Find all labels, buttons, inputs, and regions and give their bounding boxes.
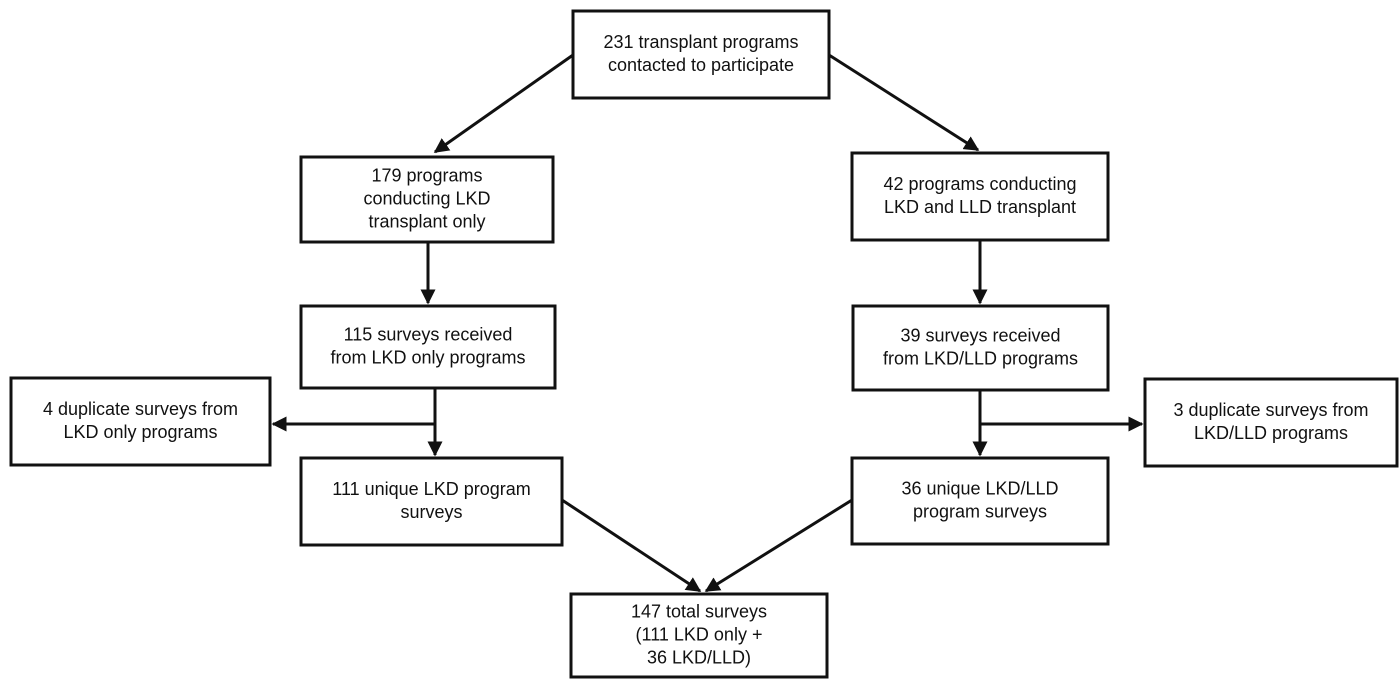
box xyxy=(299,155,555,244)
box xyxy=(1143,377,1399,468)
box xyxy=(850,456,1110,546)
box-label: from LKD only programs xyxy=(330,347,525,367)
box-label: program surveys xyxy=(913,501,1047,521)
arrow xyxy=(704,498,853,593)
box-label: 36 LKD/LLD) xyxy=(647,647,751,667)
box-label: transplant only xyxy=(368,211,485,231)
box xyxy=(569,592,829,679)
box-label: 147 total surveys xyxy=(631,601,767,621)
box-label: 231 transplant programs xyxy=(603,32,798,52)
arrow xyxy=(828,53,980,152)
box-label: LKD and LLD transplant xyxy=(884,197,1076,217)
box xyxy=(299,304,557,390)
box xyxy=(851,304,1110,392)
box-label: 3 duplicate surveys from xyxy=(1173,400,1368,420)
arrows xyxy=(271,53,1144,593)
box-label: LKD/LLD programs xyxy=(1194,423,1348,443)
boxes: 231 transplant programs contacted to part… xyxy=(9,9,1399,679)
box-label: (111 LKD only + xyxy=(636,624,763,644)
box-label: 36 unique LKD/LLD xyxy=(901,478,1058,498)
box xyxy=(9,376,272,467)
box-label: 179 programs xyxy=(371,165,482,185)
box-label: 115 surveys received xyxy=(344,324,513,344)
box-label: 4 duplicate surveys from xyxy=(43,399,238,419)
box-label: 42 programs conducting xyxy=(883,174,1076,194)
box-label: contacted to participate xyxy=(608,55,794,75)
box xyxy=(571,9,831,100)
box-label: conducting LKD xyxy=(363,188,490,208)
box-label: LKD only programs xyxy=(63,422,217,442)
box xyxy=(850,151,1110,242)
arrow xyxy=(561,498,702,593)
box-label: 111 unique LKD program xyxy=(332,479,530,499)
box xyxy=(299,456,564,547)
box-label: surveys xyxy=(400,502,462,522)
arrow xyxy=(433,53,574,154)
box-label: from LKD/LLD programs xyxy=(883,348,1078,368)
box-label: 39 surveys received xyxy=(900,325,1060,345)
